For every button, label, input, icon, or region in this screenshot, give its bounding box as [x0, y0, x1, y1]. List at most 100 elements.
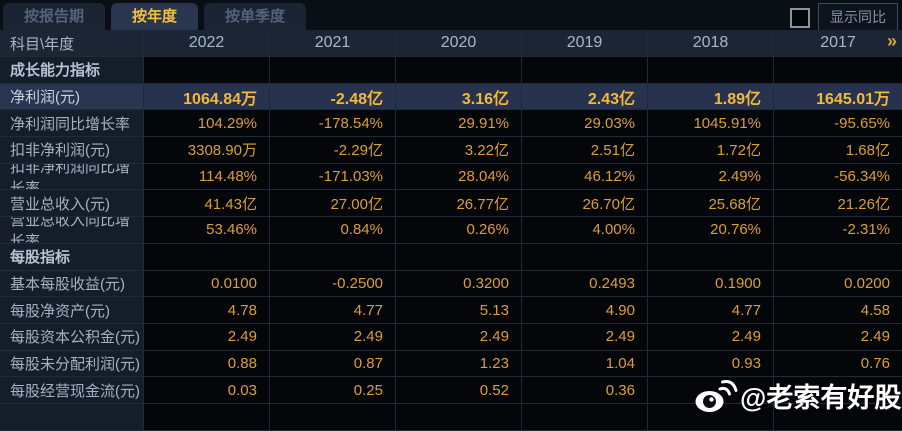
table-row: 每股净资产(元) 4.78 4.77 5.13 4.90 4.77 4.58: [0, 297, 902, 324]
table-row: 每股经营现金流(元) 0.03 0.25 0.52 0.36: [0, 377, 902, 404]
cell-value: 41.43亿: [144, 190, 270, 218]
cell-value: 1.68亿: [774, 137, 902, 164]
cell-value: 0.0200: [774, 270, 902, 298]
cell-value: 0.26%: [396, 217, 522, 244]
cell-value: 27.00亿: [270, 190, 396, 218]
cell-value: 0.25: [270, 377, 396, 404]
cell-value: 0.2493: [522, 270, 648, 298]
row-label: 每股指标: [0, 243, 144, 271]
table-row: 每股指标: [0, 243, 902, 271]
cell-value: [774, 243, 902, 271]
table-row: 净利润同比增长率 104.29% -178.54% 29.91% 29.03% …: [0, 110, 902, 138]
table-body: 成长能力指标 净利润(元) 1064.84万 -2.48亿 3.16亿 2.43…: [0, 57, 902, 431]
cell-value: 0.52: [396, 377, 522, 404]
cell-value: 1.72亿: [648, 137, 774, 164]
cell-value: 2.49: [270, 323, 396, 351]
cell-value: [522, 57, 648, 84]
row-label: 净利润(元): [0, 83, 144, 111]
row-label: 净利润同比增长率: [0, 110, 144, 138]
cell-value: 26.70亿: [522, 190, 648, 218]
cell-value: -2.48亿: [270, 83, 396, 111]
cell-value: -171.03%: [270, 163, 396, 191]
year-header: 2017 »: [774, 30, 902, 57]
more-years-icon[interactable]: »: [886, 31, 897, 51]
cell-value: [396, 57, 522, 84]
cell-value: 4.90: [522, 297, 648, 324]
cell-value: [648, 57, 774, 84]
row-label: 每股未分配利润(元): [0, 350, 144, 378]
cell-value: [270, 403, 396, 431]
cell-value: 5.13: [396, 297, 522, 324]
year-header: 2019: [522, 30, 648, 57]
row-label: 营业总收入(元): [0, 190, 144, 218]
watermark-handle: @老索有好股: [740, 383, 902, 413]
cell-value: -2.31%: [774, 217, 902, 244]
cell-value: 1.04: [522, 350, 648, 378]
row-label: 基本每股收益(元): [0, 270, 144, 298]
year-header: 2020: [396, 30, 522, 57]
cell-value: 29.03%: [522, 110, 648, 138]
cell-value: -2.29亿: [270, 137, 396, 164]
cell-value: 53.46%: [144, 217, 270, 244]
table-row: 营业总收入同比增长率 53.46% 0.84% 0.26% 4.00% 20.7…: [0, 217, 902, 244]
row-label: 每股经营现金流(元): [0, 377, 144, 404]
cell-value: 1645.01万: [774, 83, 902, 111]
cell-value: 0.36: [522, 377, 648, 404]
cell-value: [396, 403, 522, 431]
cell-value: [522, 243, 648, 271]
table-row: 净利润(元) 1064.84万 -2.48亿 3.16亿 2.43亿 1.89亿…: [0, 83, 902, 111]
cell-value: 3.22亿: [396, 137, 522, 164]
table-row: 扣非净利润同比增长率 114.48% -171.03% 28.04% 46.12…: [0, 163, 902, 191]
cell-value: [144, 403, 270, 431]
cell-value: [270, 243, 396, 271]
cell-value: 0.03: [144, 377, 270, 404]
cell-value: [522, 403, 648, 431]
cell-value: 26.77亿: [396, 190, 522, 218]
cell-value: 4.78: [144, 297, 270, 324]
cell-value: [648, 243, 774, 271]
cell-value: 4.58: [774, 297, 902, 324]
cell-value: -178.54%: [270, 110, 396, 138]
table-row: 成长能力指标: [0, 57, 902, 84]
cell-value: -56.34%: [774, 163, 902, 191]
cell-value: 0.88: [144, 350, 270, 378]
tab-by-report-period[interactable]: 按报告期: [3, 3, 106, 30]
cell-value: 2.49%: [648, 163, 774, 191]
cell-value: 2.49: [648, 323, 774, 351]
cell-value: 1064.84万: [144, 83, 270, 111]
cell-value: 29.91%: [396, 110, 522, 138]
cell-value: [270, 57, 396, 84]
year-header: 2022: [144, 30, 270, 57]
cell-value: 0.76: [774, 350, 902, 378]
row-label: 扣非净利润(元): [0, 137, 144, 164]
row-label: 成长能力指标: [0, 57, 144, 84]
show-yoy-checkbox[interactable]: [790, 7, 810, 28]
cell-value: 2.49: [774, 323, 902, 351]
show-yoy-control: 显示同比: [790, 3, 898, 32]
row-label: 每股资本公积金(元): [0, 323, 144, 351]
cell-value: 114.48%: [144, 163, 270, 191]
table-row: 每股资本公积金(元) 2.49 2.49 2.49 2.49 2.49 2.49: [0, 323, 902, 351]
cell-value: 2.49: [522, 323, 648, 351]
weibo-icon: [695, 379, 738, 412]
year-header: 2021: [270, 30, 396, 57]
cell-value: 21.26亿: [774, 190, 902, 218]
cell-value: 46.12%: [522, 163, 648, 191]
row-label: [0, 403, 144, 431]
cell-value: 4.77: [648, 297, 774, 324]
cell-value: 3.16亿: [396, 83, 522, 111]
row-label: 每股净资产(元): [0, 297, 144, 324]
weibo-watermark: @老索有好股: [694, 376, 901, 415]
cell-value: [774, 57, 902, 84]
year-header: 2018: [648, 30, 774, 57]
financial-table: 科目\年度 2022 2021 2020 2019 2018 2017 » 成长…: [0, 30, 902, 431]
cell-value: 1.89亿: [648, 83, 774, 111]
show-yoy-label[interactable]: 显示同比: [818, 3, 898, 32]
cell-value: -95.65%: [774, 110, 902, 138]
tab-by-quarter[interactable]: 按单季度: [204, 3, 307, 30]
cell-value: 0.84%: [270, 217, 396, 244]
cell-value: 0.1900: [648, 270, 774, 298]
tab-by-year[interactable]: 按年度: [111, 3, 199, 30]
cell-value: [774, 377, 902, 404]
cell-value: 0.93: [648, 350, 774, 378]
